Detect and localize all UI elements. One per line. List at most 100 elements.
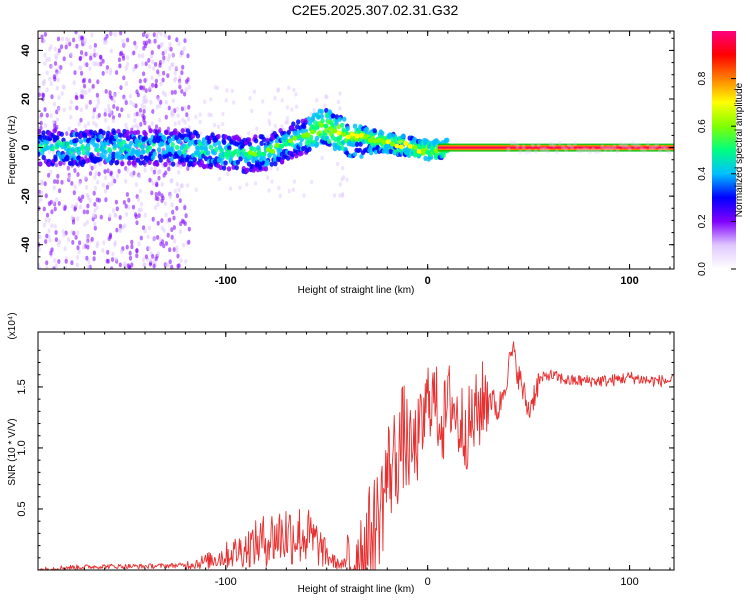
- noise-point: [142, 85, 146, 91]
- noise-point: [47, 149, 52, 155]
- ridge-point: [65, 156, 70, 162]
- ridge-point: [218, 164, 223, 171]
- noise-point: [164, 49, 168, 54]
- noise-point: [147, 225, 151, 231]
- noise-point: [170, 112, 174, 118]
- noise-point: [85, 209, 90, 215]
- noise-point: [163, 92, 168, 98]
- noise-point: [78, 180, 82, 186]
- noise-point: [199, 131, 203, 136]
- ridge-point: [92, 130, 98, 136]
- noise-point: [130, 172, 134, 177]
- spectrogram-xtick-label: 100: [620, 275, 638, 287]
- noise-point: [179, 221, 183, 227]
- noise-point: [506, 146, 511, 152]
- noise-point: [123, 42, 127, 47]
- ridge-point: [132, 160, 137, 166]
- noise-point: [292, 87, 296, 93]
- noise-point: [146, 32, 150, 38]
- ridge-point: [76, 155, 81, 161]
- ridge-point: [161, 134, 166, 140]
- noise-point: [185, 79, 189, 84]
- noise-point: [183, 91, 187, 97]
- noise-point: [119, 31, 123, 36]
- noise-point: [171, 98, 175, 104]
- noise-point: [93, 202, 97, 207]
- ridge-highlight: [252, 151, 258, 157]
- ridge-highlight: [381, 139, 387, 145]
- noise-point: [280, 98, 284, 103]
- noise-point: [268, 111, 272, 116]
- ridge-point: [111, 154, 116, 160]
- colorbar-tick-label: 0.8: [697, 71, 708, 85]
- noise-point: [78, 55, 83, 61]
- noise-point: [79, 198, 83, 204]
- noise-point: [115, 227, 119, 233]
- noise-point: [213, 85, 217, 90]
- noise-point: [175, 205, 179, 211]
- ridge-point: [74, 137, 79, 143]
- noise-point: [164, 212, 168, 218]
- noise-point: [45, 70, 49, 76]
- ridge-highlight: [301, 133, 307, 139]
- ridge-point: [256, 145, 261, 151]
- noise-point: [59, 44, 64, 50]
- noise-point: [145, 98, 149, 104]
- noise-point: [47, 172, 51, 178]
- ridge-highlight: [261, 151, 267, 157]
- noise-point: [78, 240, 82, 246]
- noise-point: [143, 94, 147, 99]
- ridge-highlight: [372, 138, 378, 144]
- noise-point: [118, 262, 122, 268]
- noise-point: [117, 113, 122, 118]
- ridge-highlight: [345, 134, 351, 140]
- ridge-point: [263, 166, 269, 172]
- spectrogram-ytick-label: -40: [20, 237, 32, 253]
- noise-point: [89, 55, 93, 61]
- ridge-highlight: [354, 133, 360, 139]
- noise-point: [248, 96, 252, 101]
- ridge-highlight: [412, 145, 418, 150]
- ridge-point: [112, 143, 117, 149]
- ridge-point: [383, 148, 388, 154]
- noise-point: [105, 65, 109, 70]
- noise-point: [564, 146, 568, 152]
- ridge-point: [258, 165, 263, 171]
- noise-point: [645, 141, 650, 147]
- noise-point: [105, 184, 109, 190]
- noise-point: [178, 80, 182, 86]
- noise-point: [94, 122, 98, 128]
- ridge-point: [158, 157, 163, 163]
- noise-point: [155, 104, 159, 110]
- noise-point: [79, 50, 84, 55]
- noise-point: [187, 104, 191, 110]
- ridge-point: [141, 149, 146, 155]
- noise-point: [53, 179, 57, 184]
- ridge-point: [328, 130, 333, 137]
- ridge-point: [167, 138, 173, 144]
- noise-point: [49, 250, 53, 256]
- noise-point: [157, 44, 161, 50]
- noise-point: [76, 230, 80, 236]
- noise-point: [45, 57, 49, 63]
- ridge-point: [38, 161, 43, 167]
- ridge-point: [114, 134, 119, 140]
- noise-point: [142, 225, 146, 231]
- noise-point: [69, 52, 73, 57]
- noise-point: [579, 148, 584, 154]
- noise-point: [345, 177, 349, 182]
- ridge-point: [70, 147, 76, 153]
- noise-point: [120, 249, 124, 254]
- ridge-point: [101, 130, 106, 136]
- noise-point: [159, 99, 163, 105]
- noise-point: [62, 107, 66, 113]
- noise-point: [137, 241, 141, 247]
- ridge-point: [269, 161, 274, 167]
- noise-point: [124, 100, 128, 106]
- noise-point: [134, 182, 138, 188]
- noise-point: [224, 98, 228, 103]
- noise-point: [160, 218, 164, 223]
- noise-point: [157, 191, 161, 197]
- ridge-point: [216, 140, 222, 146]
- ridge-point: [340, 122, 345, 128]
